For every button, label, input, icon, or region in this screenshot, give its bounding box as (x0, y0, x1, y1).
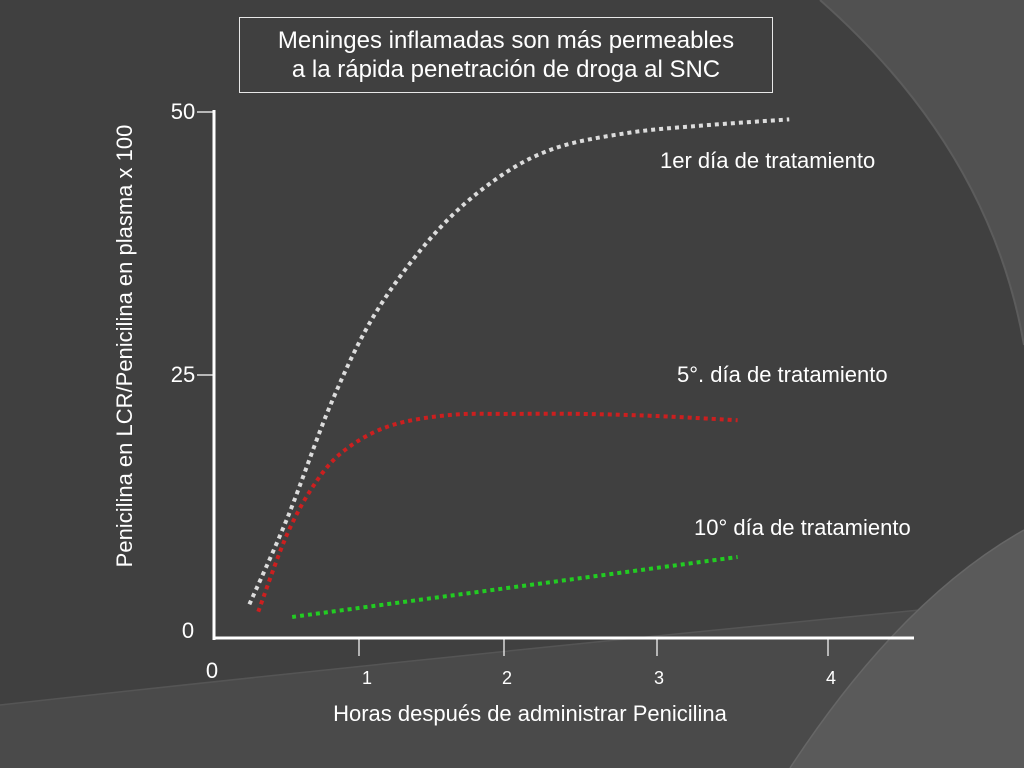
series-label-2: 5°. día de tratamiento (677, 362, 888, 387)
series-line-1 (247, 117, 790, 606)
y-tick-label: 0 (182, 618, 194, 643)
x-tick-label: 0 (206, 658, 218, 683)
chart-title-line-2: a la rápida penetración de droga al SNC (291, 56, 721, 83)
x-tick-label: 4 (826, 668, 836, 688)
x-tick-label: 2 (502, 668, 512, 688)
y-tick-label: 50 (171, 99, 195, 124)
series-label-3: 10° día de tratamiento (694, 515, 911, 540)
x-tick-label: 3 (654, 668, 664, 688)
x-tick-label: 1 (362, 668, 372, 688)
chart-title-line-1: Meninges inflamadas son más permeables (277, 27, 735, 54)
series-line-2 (256, 411, 738, 613)
x-axis-label: Horas después de administrar Penicilina (333, 701, 728, 726)
y-axis-label: Penicilina en LCR/Penicilina en plasma x… (112, 125, 137, 568)
y-tick-label: 25 (171, 362, 195, 387)
series-label-1: 1er día de tratamiento (660, 148, 875, 173)
chart-title-box: Meninges inflamadas son más permeables a… (239, 17, 773, 93)
series-line-3 (291, 555, 738, 619)
